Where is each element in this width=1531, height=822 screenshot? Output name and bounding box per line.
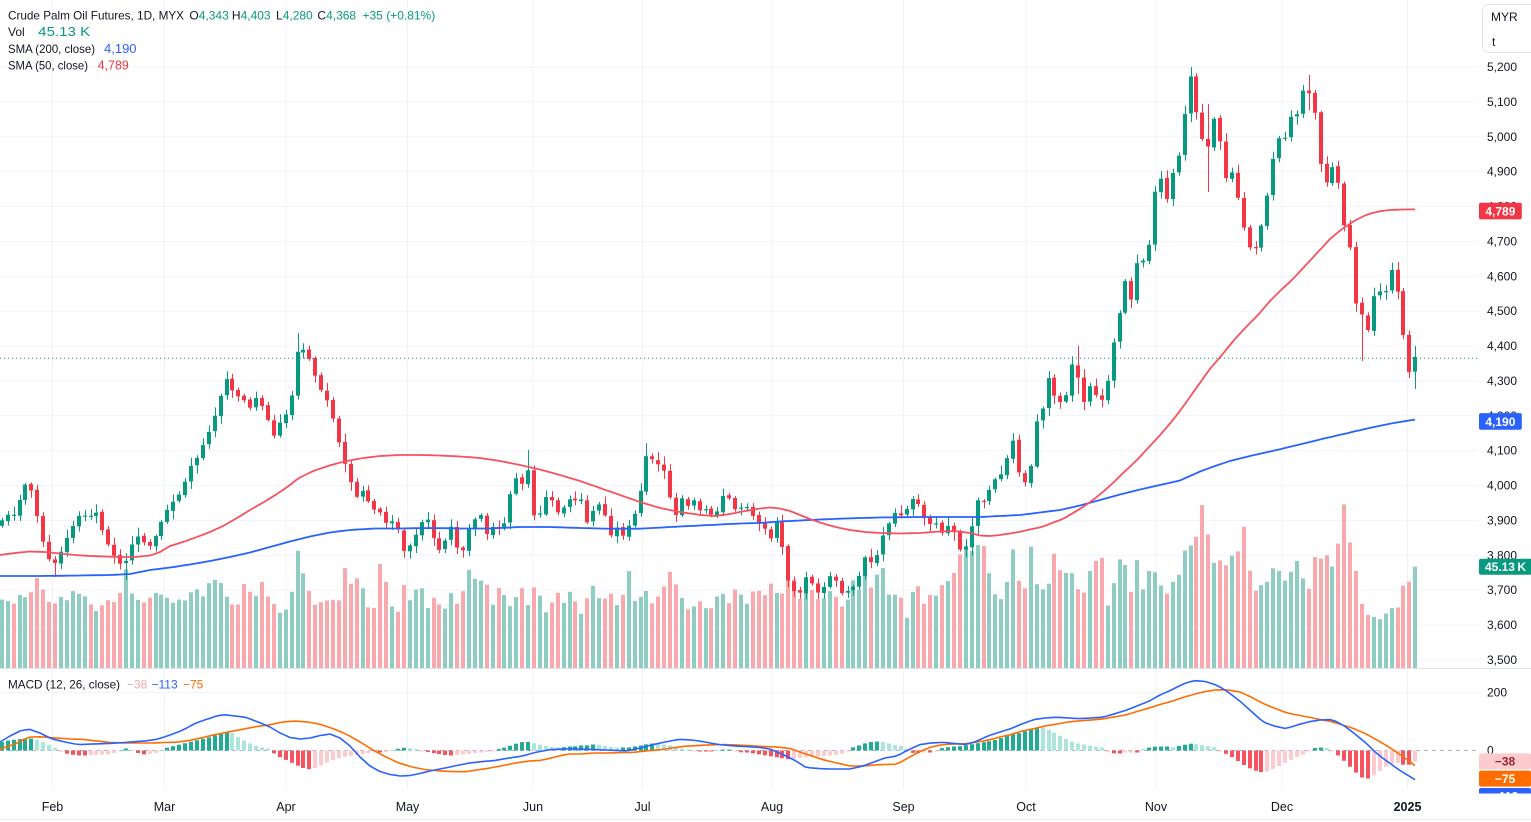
svg-text:Feb: Feb [42,800,64,814]
svg-text:4,300: 4,300 [1487,374,1517,388]
svg-text:5,000: 5,000 [1487,130,1517,144]
svg-text:2025: 2025 [1394,800,1422,814]
svg-text:4,100: 4,100 [1487,444,1517,458]
svg-text:SMA (200, close): SMA (200, close) [8,42,95,56]
svg-text:Sep: Sep [892,800,914,814]
svg-text:Jun: Jun [523,800,543,814]
svg-text:200: 200 [1487,686,1507,700]
svg-text:45.13 K: 45.13 K [38,24,90,39]
svg-text:3,700: 3,700 [1487,583,1517,597]
svg-text:4,789: 4,789 [1485,204,1515,218]
svg-text:5,100: 5,100 [1487,95,1517,109]
svg-text:Oct: Oct [1016,800,1036,814]
svg-text:H4,403: H4,403 [232,9,271,23]
svg-text:−38: −38 [127,678,148,692]
svg-text:0: 0 [1487,744,1494,758]
svg-text:4,000: 4,000 [1487,479,1517,493]
svg-text:4,600: 4,600 [1487,269,1517,283]
svg-text:4,190: 4,190 [104,41,137,56]
svg-text:L4,280: L4,280 [276,9,313,23]
svg-text:Mar: Mar [154,800,176,814]
svg-text:SMA (50, close): SMA (50, close) [8,58,88,72]
svg-text:+35 (+0.81%): +35 (+0.81%) [363,9,436,23]
svg-text:4,700: 4,700 [1487,234,1517,248]
svg-text:45.13 K: 45.13 K [1485,560,1526,574]
svg-text:Apr: Apr [276,800,295,814]
svg-text:4,400: 4,400 [1487,339,1517,353]
svg-text:May: May [396,800,420,814]
svg-text:Vol: Vol [8,25,25,39]
svg-text:3,600: 3,600 [1487,618,1517,632]
svg-text:Aug: Aug [761,800,783,814]
svg-text:MACD (12, 26, close): MACD (12, 26, close) [8,678,120,692]
svg-text:Jul: Jul [635,800,651,814]
svg-text:Dec: Dec [1271,800,1293,814]
svg-text:−113: −113 [1492,789,1519,803]
svg-text:−113: −113 [152,678,178,692]
svg-text:C4,368: C4,368 [317,9,356,23]
svg-text:4,789: 4,789 [98,58,129,72]
svg-text:3,900: 3,900 [1487,513,1517,527]
svg-text:3,500: 3,500 [1487,653,1517,667]
svg-text:−75: −75 [1495,772,1516,786]
svg-text:−75: −75 [183,678,204,692]
svg-text:Nov: Nov [1145,800,1168,814]
svg-text:4,900: 4,900 [1487,165,1517,179]
svg-text:−38: −38 [1495,755,1516,769]
svg-text:4,190: 4,190 [1485,415,1515,429]
svg-text:4,500: 4,500 [1487,304,1517,318]
svg-text:Crude Palm Oil Futures, 1D, MY: Crude Palm Oil Futures, 1D, MYX [8,9,184,23]
svg-text:t: t [1492,35,1496,49]
svg-text:MYR: MYR [1491,10,1518,24]
svg-text:O4,343: O4,343 [189,9,229,23]
svg-text:5,200: 5,200 [1487,60,1517,74]
